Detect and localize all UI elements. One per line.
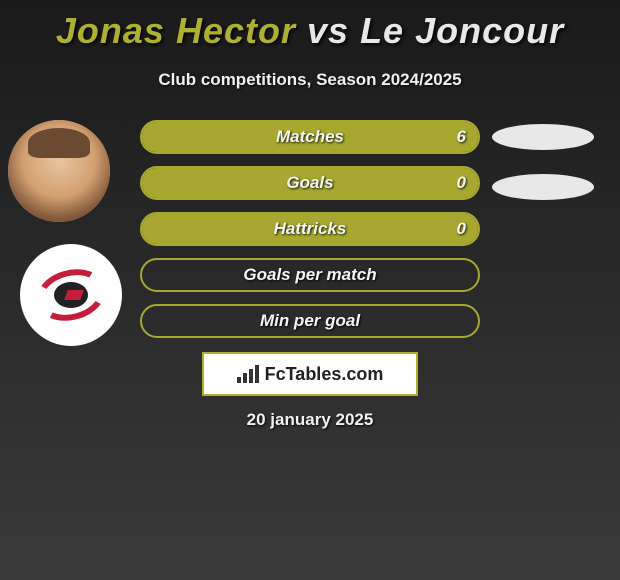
stat-bar: Min per goal (140, 304, 480, 338)
stat-bar-label: Goals (286, 173, 333, 193)
stat-bar-label: Goals per match (243, 265, 376, 285)
subtitle: Club competitions, Season 2024/2025 (0, 70, 620, 90)
stat-bar-label: Min per goal (260, 311, 360, 331)
player1-avatar (8, 120, 110, 222)
title-player1: Jonas Hector (56, 10, 296, 51)
stat-bar-value: 6 (457, 127, 466, 147)
title-vs: vs (307, 10, 349, 51)
comparison-infographic: Jonas Hector vs Le Joncour Club competit… (0, 0, 620, 580)
page-title: Jonas Hector vs Le Joncour (0, 0, 620, 52)
stat-bar-label: Hattricks (274, 219, 347, 239)
stat-bar: Goals 0 (140, 166, 480, 200)
ellipse-marker (492, 124, 594, 150)
stat-bar: Matches 6 (140, 120, 480, 154)
team-logo-icon (36, 270, 106, 320)
player-face-icon (8, 120, 110, 222)
stats-bars: Matches 6 Goals 0 Hattricks 0 Goals per match M… (140, 120, 480, 350)
title-player2: Le Joncour (360, 10, 564, 51)
stat-bar: Hattricks 0 (140, 212, 480, 246)
brand-text: FcTables.com (265, 364, 384, 385)
stat-bar: Goals per match (140, 258, 480, 292)
stat-bar-label: Matches (276, 127, 344, 147)
date-label: 20 january 2025 (0, 410, 620, 430)
bar-chart-icon (237, 365, 259, 383)
ellipse-marker (492, 174, 594, 200)
stat-bar-value: 0 (457, 173, 466, 193)
stat-bar-value: 0 (457, 219, 466, 239)
player2-avatar (20, 244, 122, 346)
avatars-column (8, 120, 122, 346)
side-markers (492, 124, 594, 224)
brand-box: FcTables.com (202, 352, 418, 396)
